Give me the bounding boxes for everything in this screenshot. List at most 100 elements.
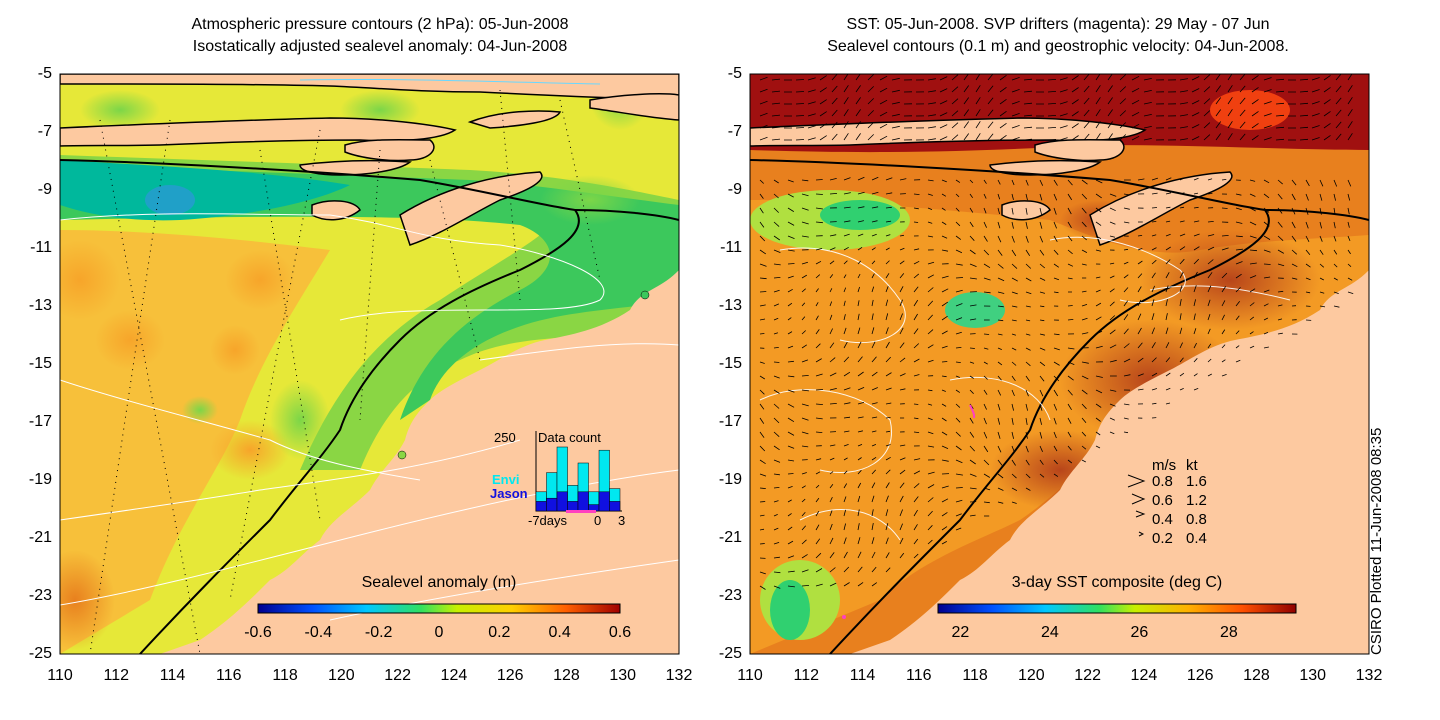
left-lon-tick-130: 130 [609,667,637,684]
left-lat-tick--25: -25 [28,645,52,662]
sst-colorbar [937,603,1297,614]
left-lat-tick--11: -11 [30,239,52,256]
histogram-x-start: -7days [528,513,568,528]
left-lat-tick--21: -21 [28,529,52,546]
velocity-legend-kt-2: 0.8 [1186,511,1207,528]
sealevel-colorbar [257,603,621,614]
left-title-line2: Isostatically adjusted sealevel anomaly:… [192,38,568,55]
left-lat-tick--9: -9 [37,181,52,198]
right-lon-tick-122: 122 [1074,667,1101,684]
left-lat-tick--5: -5 [37,65,52,82]
sealevel-tick-0.4: 0.4 [548,624,571,641]
histogram-jason-bar-7 [609,501,621,512]
sealevel-colorbar-label: Sealevel anomaly (m) [361,574,517,591]
sealevel-tick-0: 0 [434,624,444,641]
histogram-jason-bar-0 [535,501,547,512]
histogram-title: Data count [538,430,601,445]
left-lon-tick-112: 112 [103,667,130,684]
left-map-title: Atmospheric pressure contours (2 hPa): 0… [40,14,720,58]
left-lon-tick-118: 118 [272,667,298,684]
left-lat-tick--13: -13 [28,297,52,314]
left-lon-tick-110: 110 [47,667,73,684]
plot-credit: CSIRO Plotted 11-Jun-2008 08:35 [1368,427,1385,655]
histogram-x-end: 3 [618,513,626,528]
left-lon-tick-116: 116 [216,667,242,684]
velocity-legend-kt-0: 1.6 [1186,473,1207,490]
left-lon-tick-132: 132 [665,667,693,684]
histogram-jason-bar-2 [556,491,568,512]
right-lon-tick-118: 118 [962,667,988,684]
velocity-legend-ms-0: 0.8 [1152,473,1173,490]
sealevel-tick--0.4: -0.4 [304,624,333,641]
right-lat-tick--5: -5 [727,65,742,82]
left-lat-tick--23: -23 [28,587,52,604]
left-lat-tick--7: -7 [37,123,52,140]
left-map-frame [59,73,680,655]
velocity-legend-kt-3: 0.4 [1186,530,1207,547]
velocity-arrow-field [759,74,1354,590]
histogram-x-zero: 0 [594,513,602,528]
velocity-legend-header-ms: m/s [1152,457,1177,474]
velocity-legend-ms-1: 0.6 [1152,492,1173,509]
sst-tick-28: 28 [1219,624,1238,641]
sealevel-tick--0.2: -0.2 [364,624,393,641]
histogram-envi-label: Envi [492,472,520,487]
sst-tick-26: 26 [1130,624,1149,641]
histogram-jason-label: Jason [490,486,528,501]
left-lon-tick-124: 124 [440,667,468,684]
sealevel-tick-0.6: 0.6 [608,624,632,641]
velocity-legend-kt-1: 1.2 [1186,492,1207,509]
right-map-frame [749,73,1370,655]
geostrophic-velocity-arrows [759,74,1354,590]
right-lon-tick-132: 132 [1355,667,1383,684]
right-lat-tick--9: -9 [727,181,742,198]
right-lon-tick-116: 116 [906,667,932,684]
right-map [750,74,1369,654]
right-lon-tick-112: 112 [793,667,820,684]
right-lon-tick-124: 124 [1130,667,1158,684]
right-lat-tick--13: -13 [718,297,742,314]
sealevel-tick--0.6: -0.6 [244,624,272,641]
velocity-legend-header-kt: kt [1186,457,1198,474]
right-lon-tick-128: 128 [1243,667,1270,684]
sst-tick-24: 24 [1040,624,1059,641]
velocity-legend-ms-2: 0.4 [1152,511,1173,528]
right-lat-tick--19: -19 [718,471,742,488]
left-map [60,74,679,654]
left-lon-tick-122: 122 [384,667,411,684]
right-title-line2: Sealevel contours (0.1 m) and geostrophi… [827,38,1289,55]
right-lat-tick--7: -7 [727,123,742,140]
left-lat-tick--19: -19 [28,471,52,488]
velocity-legend-ms-3: 0.2 [1152,530,1173,547]
left-lat-tick--17: -17 [28,413,52,430]
right-lon-tick-120: 120 [1018,667,1045,684]
sst-colorbar-label: 3-day SST composite (deg C) [1011,574,1223,591]
right-lat-tick--25: -25 [718,645,742,662]
histogram-jason-bar-3 [567,501,579,512]
histogram-jason-bar-1 [546,497,558,512]
data-count-histogram [535,431,622,513]
right-lat-tick--23: -23 [718,587,742,604]
right-lat-tick--17: -17 [718,413,742,430]
right-lon-tick-110: 110 [737,667,763,684]
histogram-ymax: 250 [494,430,516,445]
right-lon-tick-126: 126 [1186,667,1214,684]
velocity-legend-arrows [1127,474,1146,537]
histogram-drifter-marker [566,510,596,513]
right-lat-tick--15: -15 [718,355,742,372]
right-lon-tick-114: 114 [849,667,876,684]
left-lon-tick-128: 128 [553,667,580,684]
left-title-line1: Atmospheric pressure contours (2 hPa): 0… [191,16,569,33]
right-title-line1: SST: 05-Jun-2008. SVP drifters (magenta)… [846,16,1270,33]
left-lon-tick-126: 126 [496,667,524,684]
left-lat-tick--15: -15 [28,355,52,372]
right-map-title: SST: 05-Jun-2008. SVP drifters (magenta)… [728,14,1388,58]
right-lat-tick--21: -21 [718,529,742,546]
right-lon-tick-130: 130 [1299,667,1327,684]
histogram-jason-bar-4 [577,491,589,512]
left-lon-tick-120: 120 [328,667,355,684]
sst-tick-22: 22 [951,624,970,641]
histogram-jason-bar-6 [598,491,610,512]
left-lon-tick-114: 114 [159,667,186,684]
